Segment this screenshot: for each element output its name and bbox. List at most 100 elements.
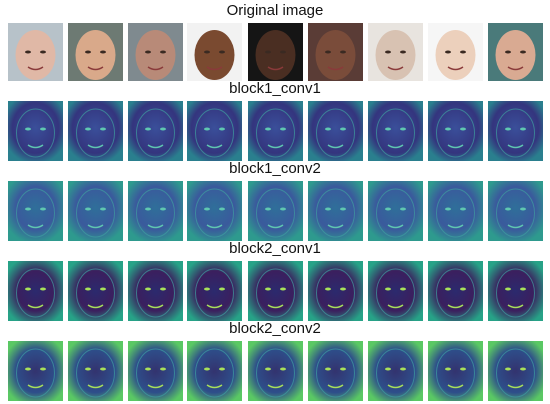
feature-map xyxy=(68,101,123,161)
face-outline xyxy=(316,268,355,318)
eye-activation xyxy=(505,207,511,211)
eye xyxy=(520,50,526,54)
mouth xyxy=(87,66,104,71)
eye-activation xyxy=(505,367,511,371)
mouth-activation xyxy=(507,304,524,309)
feature-map-background xyxy=(428,101,483,161)
eye-activation xyxy=(219,367,225,371)
feature-map xyxy=(368,341,423,401)
mouth-activation xyxy=(27,384,44,389)
eye-activation xyxy=(400,367,406,371)
feature-map-background xyxy=(428,341,483,401)
face-outline xyxy=(256,188,295,238)
eye xyxy=(25,50,31,54)
eye-activation xyxy=(219,287,225,291)
feature-map-background xyxy=(248,341,303,401)
eye-activation xyxy=(265,207,271,211)
eye-activation xyxy=(520,127,526,131)
face-outline xyxy=(496,188,535,238)
eye-activation xyxy=(460,207,466,211)
eye-activation xyxy=(85,367,91,371)
eye-activation xyxy=(400,287,406,291)
eye-activation xyxy=(445,287,451,291)
mouth-activation xyxy=(87,384,104,389)
eye-activation xyxy=(25,207,31,211)
face-outline xyxy=(256,348,295,398)
feature-map xyxy=(428,101,483,161)
eye-activation xyxy=(40,207,46,211)
face-outline xyxy=(195,268,234,318)
eye-activation xyxy=(265,287,271,291)
mouth-activation xyxy=(447,144,464,149)
feature-map xyxy=(187,261,242,321)
eye-activation xyxy=(460,127,466,131)
eye-activation xyxy=(25,127,31,131)
eye xyxy=(40,50,46,54)
mouth-activation xyxy=(507,384,524,389)
feature-map xyxy=(128,341,183,401)
section-label: block1_conv2 xyxy=(229,160,321,177)
feature-map-background xyxy=(128,101,183,161)
eye-activation xyxy=(219,127,225,131)
eye-activation xyxy=(385,287,391,291)
feature-map xyxy=(368,101,423,161)
mouth xyxy=(27,66,44,71)
feature-map-background xyxy=(368,261,423,321)
face-outline xyxy=(436,268,475,318)
feature-map xyxy=(248,261,303,321)
mouth-activation xyxy=(327,384,344,389)
feature-map-background xyxy=(128,261,183,321)
face-image xyxy=(68,23,123,81)
feature-map-background xyxy=(488,181,543,241)
mouth-activation xyxy=(147,144,164,149)
feature-map-background xyxy=(248,181,303,241)
face-outline xyxy=(256,108,295,158)
mouth xyxy=(206,66,223,71)
feature-map-background xyxy=(187,101,242,161)
mouth-activation xyxy=(27,224,44,229)
face-outline xyxy=(195,188,234,238)
feature-map xyxy=(187,181,242,241)
section-label: Original image xyxy=(227,2,324,19)
eye-activation xyxy=(25,287,31,291)
mouth-activation xyxy=(447,224,464,229)
feature-map-background xyxy=(68,341,123,401)
feature-map-background xyxy=(308,341,363,401)
face xyxy=(435,30,476,80)
eye-activation xyxy=(100,127,106,131)
face-outline xyxy=(376,268,415,318)
feature-map-background xyxy=(187,341,242,401)
feature-map xyxy=(128,101,183,161)
face-image xyxy=(248,23,303,81)
feature-map xyxy=(488,101,543,161)
eye-activation xyxy=(385,127,391,131)
feature-map-background xyxy=(488,261,543,321)
mouth-activation xyxy=(267,144,284,149)
feature-map-background xyxy=(248,101,303,161)
face-outline xyxy=(136,268,175,318)
face-outline xyxy=(195,108,234,158)
eye-activation xyxy=(400,207,406,211)
eye-activation xyxy=(40,127,46,131)
face-outline xyxy=(436,348,475,398)
feature-map-background xyxy=(308,101,363,161)
feature-map-background xyxy=(68,181,123,241)
eye-activation xyxy=(385,367,391,371)
feature-map xyxy=(68,261,123,321)
face xyxy=(495,30,536,80)
feature-map-background xyxy=(8,101,63,161)
face xyxy=(375,30,416,80)
mouth xyxy=(447,66,464,71)
mouth-activation xyxy=(507,224,524,229)
feature-map-background xyxy=(128,341,183,401)
eye-activation xyxy=(265,367,271,371)
feature-map xyxy=(428,341,483,401)
feature-map xyxy=(8,101,63,161)
face-outline xyxy=(376,108,415,158)
eye-activation xyxy=(25,367,31,371)
eye-activation xyxy=(160,287,166,291)
mouth-activation xyxy=(327,304,344,309)
face-image xyxy=(428,23,483,81)
face-outline xyxy=(436,108,475,158)
eye-activation xyxy=(265,127,271,131)
